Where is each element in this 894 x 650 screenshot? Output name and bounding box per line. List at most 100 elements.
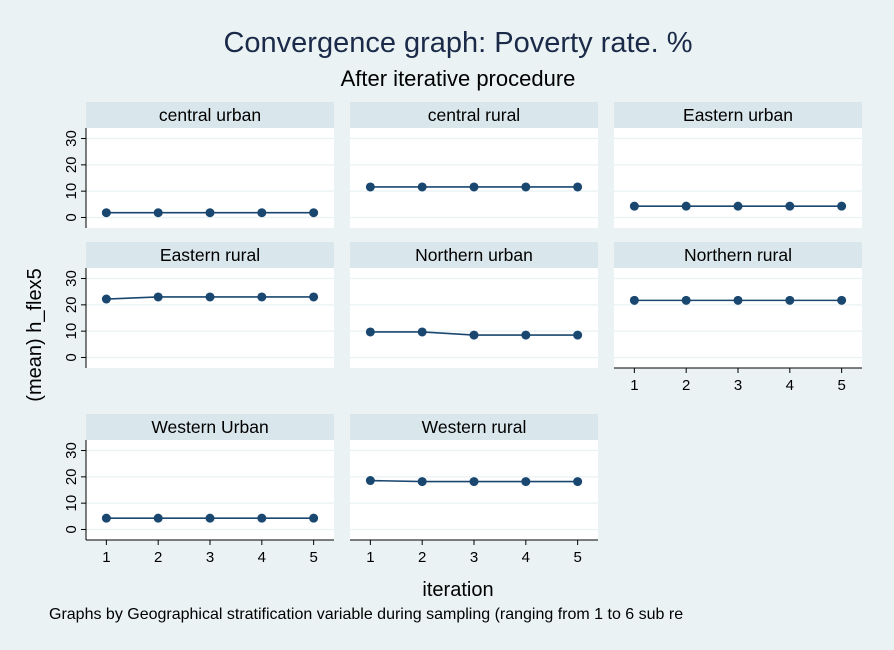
data-point: [365, 182, 375, 192]
data-point: [205, 292, 215, 302]
data-point: [309, 208, 319, 218]
data-point: [365, 327, 375, 337]
panel-header: [86, 102, 334, 128]
y-tick-label: 30: [63, 270, 80, 287]
data-point: [837, 201, 847, 211]
data-point: [101, 294, 111, 304]
data-point: [153, 513, 163, 523]
data-point: [521, 477, 531, 487]
data-point: [573, 182, 583, 192]
panel-title: central urban: [159, 105, 261, 125]
panel-header: [614, 102, 862, 128]
data-point: [573, 330, 583, 340]
data-point: [785, 201, 795, 211]
x-tick-label: 1: [102, 549, 110, 566]
data-point: [365, 476, 375, 486]
data-point: [469, 477, 479, 487]
data-point: [257, 513, 267, 523]
x-tick-label: 5: [309, 549, 317, 566]
data-point: [521, 330, 531, 340]
panel-title: Eastern urban: [683, 105, 793, 125]
data-point: [101, 513, 111, 523]
chart-title: Convergence graph: Poverty rate. %: [223, 27, 692, 59]
panel-title: Western rural: [422, 417, 527, 437]
x-tick-label: 2: [682, 377, 690, 394]
x-tick-label: 4: [522, 549, 530, 566]
panel-6: Northern rural 1 2 3 4 5: [614, 242, 862, 394]
data-point: [733, 201, 743, 211]
x-tick-label: 2: [418, 549, 426, 566]
panel-header: [350, 242, 598, 268]
data-point: [629, 201, 639, 211]
data-point: [469, 330, 479, 340]
panel-plot-area: [350, 128, 598, 228]
panel-title: Eastern rural: [160, 245, 260, 265]
panel-header: [86, 414, 334, 440]
data-point: [417, 182, 427, 192]
data-point: [257, 208, 267, 218]
y-tick-label: 10: [63, 495, 80, 512]
panel-plot-area: [614, 128, 862, 228]
data-point: [733, 295, 743, 305]
panel-header: [86, 242, 334, 268]
panel-title: central rural: [428, 105, 520, 125]
panel-header: [350, 414, 598, 440]
panel-title: Northern urban: [415, 245, 533, 265]
panel-1: central urban 0 10 20 30: [63, 102, 334, 228]
panel-plot-area: [350, 440, 598, 540]
data-point: [309, 292, 319, 302]
data-point: [205, 208, 215, 218]
panel-4: Eastern rural 0 10 20 30: [63, 242, 334, 368]
panel-header: [350, 102, 598, 128]
y-tick-label: 0: [63, 353, 80, 361]
panel-plot-area: [86, 440, 334, 540]
y-tick-label: 20: [63, 156, 80, 173]
data-point: [629, 295, 639, 305]
data-point: [205, 513, 215, 523]
panel-plot-area: [86, 268, 334, 368]
x-tick-label: 5: [573, 549, 581, 566]
data-point: [573, 477, 583, 487]
y-tick-label: 0: [63, 525, 80, 533]
y-tick-label: 30: [63, 130, 80, 147]
data-point: [417, 477, 427, 487]
y-axis-title: (mean) h_flex5: [24, 268, 46, 401]
x-tick-label: 5: [837, 377, 845, 394]
x-tick-label: 4: [786, 377, 794, 394]
panel-title: Western Urban: [151, 417, 268, 437]
data-point: [837, 295, 847, 305]
panel-2: central rural: [350, 102, 598, 228]
panel-8: Western rural 1 2 3 4 5: [350, 414, 598, 566]
x-axis-title: iteration: [422, 579, 493, 601]
data-point: [521, 182, 531, 192]
y-tick-label: 10: [63, 183, 80, 200]
y-tick-label: 20: [63, 468, 80, 485]
y-tick-label: 20: [63, 296, 80, 313]
panel-title: Northern rural: [684, 245, 792, 265]
data-point: [681, 201, 691, 211]
panel-7: Western Urban 0 10 20 30 1 2 3 4 5: [63, 414, 334, 566]
y-tick-label: 0: [63, 213, 80, 221]
data-point: [469, 182, 479, 192]
panel-header: [614, 242, 862, 268]
data-point: [153, 208, 163, 218]
data-point: [681, 295, 691, 305]
x-tick-label: 1: [630, 377, 638, 394]
x-tick-label: 3: [734, 377, 742, 394]
data-point: [101, 208, 111, 218]
x-tick-label: 3: [206, 549, 214, 566]
x-tick-label: 3: [470, 549, 478, 566]
panel-5: Northern urban: [350, 242, 598, 368]
chart-subtitle: After iterative procedure: [341, 66, 576, 91]
chart-note: Graphs by Geographical stratification va…: [49, 606, 683, 623]
data-point: [153, 292, 163, 302]
x-tick-label: 2: [154, 549, 162, 566]
y-tick-label: 10: [63, 323, 80, 340]
data-point: [309, 513, 319, 523]
x-tick-label: 4: [258, 549, 266, 566]
data-point: [417, 327, 427, 337]
data-point: [785, 295, 795, 305]
